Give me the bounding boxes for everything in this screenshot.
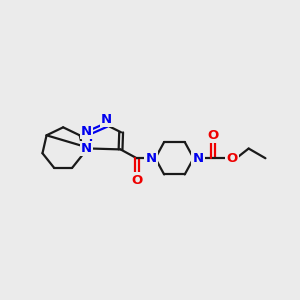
Text: N: N <box>81 142 92 155</box>
Text: N: N <box>81 125 92 138</box>
Text: N: N <box>145 152 156 165</box>
Text: N: N <box>192 152 204 165</box>
Text: N: N <box>101 113 112 126</box>
Text: O: O <box>131 173 142 187</box>
Text: O: O <box>226 152 238 165</box>
Text: O: O <box>208 129 219 142</box>
